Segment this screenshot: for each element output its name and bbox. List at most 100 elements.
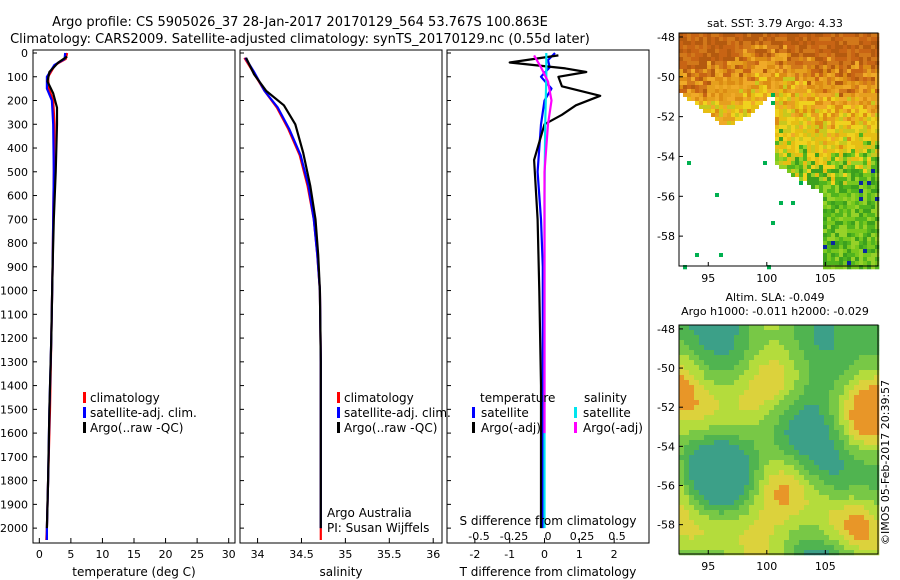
sst-cell bbox=[743, 41, 748, 46]
sst-cell bbox=[731, 101, 736, 106]
sst-cell bbox=[831, 49, 836, 54]
sst-cell bbox=[799, 253, 804, 258]
sst-cell bbox=[863, 249, 868, 254]
sla-cell bbox=[844, 470, 850, 476]
sst-cell bbox=[763, 69, 768, 74]
sla-cell bbox=[694, 445, 700, 451]
sst-cell bbox=[715, 241, 720, 246]
sst-cell bbox=[739, 153, 744, 158]
map-y-tick-label: -54 bbox=[657, 150, 675, 163]
sst-cell bbox=[783, 45, 788, 50]
sst-cell bbox=[687, 185, 692, 190]
sla-cell bbox=[694, 465, 700, 471]
sst-cell bbox=[767, 89, 772, 94]
sla-cell bbox=[709, 405, 715, 411]
sst-cell bbox=[747, 261, 752, 266]
sst-cell bbox=[827, 181, 832, 186]
sst-cell bbox=[727, 89, 732, 94]
sla-cell bbox=[834, 485, 840, 491]
sla-cell bbox=[794, 475, 800, 481]
sst-cell bbox=[827, 153, 832, 158]
sla-cell bbox=[834, 410, 840, 416]
sla-cell bbox=[829, 535, 835, 541]
sst-cell bbox=[711, 81, 716, 86]
sst-cell bbox=[795, 225, 800, 230]
sst-cell bbox=[755, 85, 760, 90]
sst-cell bbox=[735, 133, 740, 138]
sst-cell bbox=[679, 177, 684, 182]
sla-cell bbox=[759, 365, 765, 371]
sst-cell bbox=[811, 61, 816, 66]
sla-cell bbox=[784, 490, 790, 496]
sst-cell bbox=[867, 37, 872, 42]
sla-cell bbox=[754, 430, 760, 436]
sst-cell bbox=[687, 241, 692, 246]
sst-cell bbox=[687, 173, 692, 178]
sla-cell bbox=[764, 495, 770, 501]
sst-cell bbox=[683, 69, 688, 74]
sst-cell bbox=[871, 33, 876, 38]
legend-swatch-s-argo bbox=[574, 422, 577, 433]
sst-cell bbox=[851, 137, 856, 142]
sla-cell bbox=[814, 380, 820, 386]
sla-cell bbox=[814, 395, 820, 401]
sla-cell bbox=[869, 540, 875, 546]
sst-cell bbox=[747, 125, 752, 130]
sla-cell bbox=[694, 530, 700, 536]
sla-cell bbox=[794, 430, 800, 436]
sst-cell bbox=[855, 33, 860, 38]
sst-cell bbox=[811, 233, 816, 238]
sla-cell bbox=[789, 485, 795, 491]
sst-cell bbox=[715, 201, 720, 206]
sst-cell bbox=[691, 257, 696, 262]
sst-cell bbox=[859, 97, 864, 102]
sla-cell bbox=[779, 545, 785, 551]
sst-cell bbox=[743, 109, 748, 114]
sla-cell bbox=[759, 430, 765, 436]
sst-cell bbox=[683, 125, 688, 130]
sla-cell bbox=[704, 455, 710, 461]
sst-cell bbox=[771, 205, 776, 210]
sst-cell bbox=[775, 125, 780, 130]
sst-cell bbox=[827, 257, 832, 262]
sst-cell bbox=[851, 157, 856, 162]
sst-cell bbox=[823, 257, 828, 262]
sla-cell bbox=[739, 445, 745, 451]
sla-cell bbox=[764, 365, 770, 371]
sla-cell bbox=[684, 395, 690, 401]
sst-cell bbox=[843, 93, 848, 98]
sst-cell bbox=[839, 113, 844, 118]
sst-cell bbox=[739, 253, 744, 258]
sst-cell bbox=[763, 65, 768, 70]
sst-cell bbox=[683, 133, 688, 138]
sst-cell bbox=[811, 177, 816, 182]
sst-cell bbox=[767, 93, 772, 98]
sst-cell bbox=[811, 185, 816, 190]
sst-cell bbox=[831, 73, 836, 78]
sst-cell bbox=[727, 61, 732, 66]
sla-cell bbox=[859, 355, 865, 361]
sst-cell bbox=[811, 145, 816, 150]
sst-cell bbox=[739, 117, 744, 122]
sst-cell bbox=[695, 173, 700, 178]
sst-cell bbox=[767, 197, 772, 202]
sst-cell bbox=[683, 237, 688, 242]
sst-cell bbox=[739, 261, 744, 266]
sla-cell bbox=[739, 425, 745, 431]
sst-cell bbox=[763, 97, 768, 102]
sla-cell bbox=[719, 395, 725, 401]
sla-cell bbox=[699, 400, 705, 406]
sst-cell bbox=[763, 49, 768, 54]
sla-cell bbox=[794, 545, 800, 551]
sla-cell bbox=[774, 510, 780, 516]
sst-cell bbox=[835, 117, 840, 122]
sla-cell bbox=[744, 415, 750, 421]
sla-cell bbox=[844, 520, 850, 526]
sla-cell bbox=[744, 540, 750, 546]
sst-cell bbox=[803, 121, 808, 126]
sst-cell bbox=[863, 137, 868, 142]
sst-cell bbox=[699, 245, 704, 250]
sst-cell bbox=[859, 117, 864, 122]
sla-cell bbox=[784, 425, 790, 431]
sst-cell bbox=[799, 97, 804, 102]
